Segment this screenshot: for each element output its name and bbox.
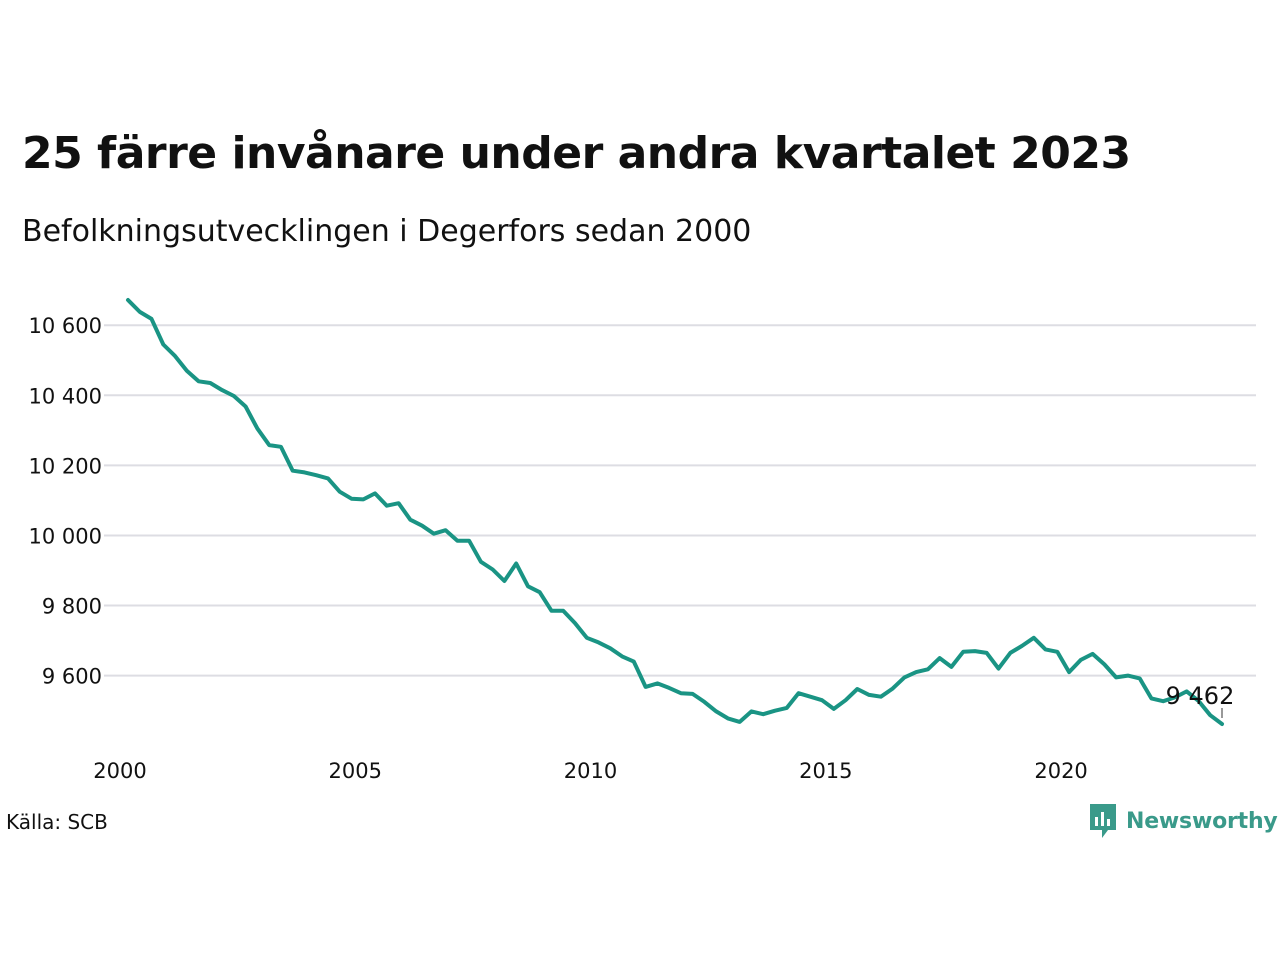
end-value-label: 9 462 (1166, 682, 1235, 710)
x-axis-ticks: 2000 2005 2010 2015 2020 (93, 759, 1088, 783)
y-tick-label: 10 400 (29, 384, 102, 408)
y-tick-label: 10 600 (29, 314, 102, 338)
x-tick-label: 2005 (329, 759, 382, 783)
y-tick-label: 10 000 (29, 524, 102, 548)
y-axis-ticks: 9 600 9 800 10 000 10 200 10 400 10 600 (29, 314, 102, 688)
y-tick-label: 10 200 (29, 454, 102, 478)
chart-subtitle: Befolkningsutvecklingen i Degerfors seda… (22, 214, 752, 249)
chart-title: 25 färre invånare under andra kvartalet … (22, 128, 1131, 179)
x-tick-label: 2020 (1034, 759, 1087, 783)
source-credit: Källa: SCB (6, 810, 108, 834)
y-tick-label: 9 800 (42, 595, 102, 619)
population-series-line (126, 298, 1224, 726)
x-tick-label: 2015 (799, 759, 852, 783)
brand-name: Newsworthy (1126, 808, 1278, 834)
grid-lines (104, 324, 1256, 677)
brand-logo: Newsworthy (1088, 802, 1278, 840)
y-tick-label: 9 600 (42, 665, 102, 689)
x-tick-label: 2000 (93, 759, 146, 783)
newsworthy-logo-icon (1090, 804, 1116, 838)
x-tick-label: 2010 (564, 759, 617, 783)
